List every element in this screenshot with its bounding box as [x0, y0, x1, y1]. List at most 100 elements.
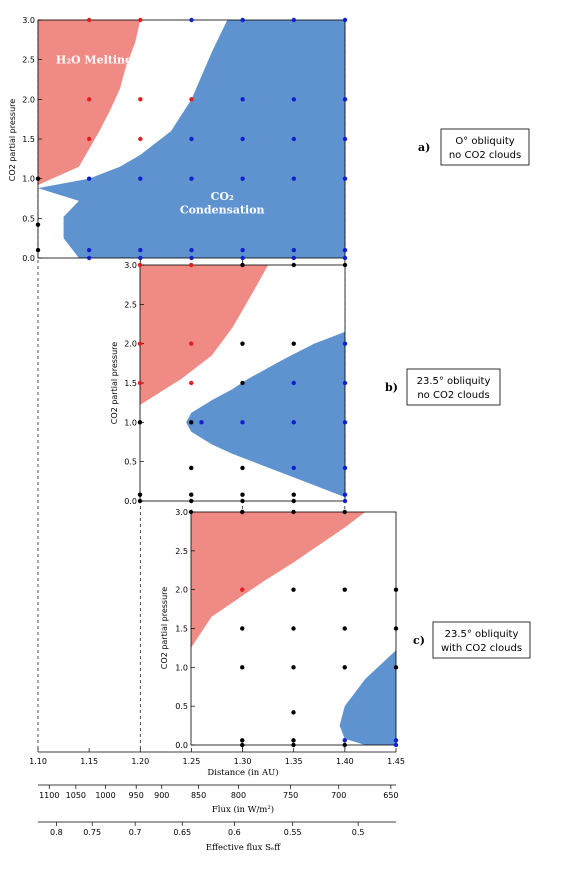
panel-b-description-box — [406, 368, 501, 406]
axis-tick-label: 1050 — [66, 791, 86, 800]
data-point — [393, 587, 399, 592]
axis-tick-label: 800 — [231, 791, 246, 800]
axis-tick-label: 1.20 — [131, 757, 149, 766]
data-point — [291, 262, 296, 268]
data-point — [240, 247, 245, 253]
data-point — [138, 97, 143, 102]
data-point — [291, 465, 296, 471]
data-point — [291, 136, 297, 142]
data-point — [291, 742, 296, 748]
data-point — [342, 509, 347, 515]
data-point — [189, 498, 194, 504]
data-point — [86, 176, 92, 181]
data-point — [240, 176, 245, 181]
data-point — [138, 176, 143, 181]
panel-c-plot: 0.0 0.5 1.0 1.5 2.0 2.5 3.0 — [175, 508, 399, 750]
panel-c-description-line2: with CO2 clouds — [441, 643, 522, 654]
distance-axis-label: Distance (in AU) — [207, 767, 278, 778]
data-point — [342, 738, 347, 743]
data-point — [342, 742, 347, 748]
data-point — [342, 420, 348, 425]
y-tick-label: 0.0 — [124, 497, 137, 506]
data-point — [342, 176, 348, 181]
data-point — [291, 176, 297, 181]
data-point — [137, 492, 143, 497]
panel-b: 0.0 0.5 1.0 1.5 2.0 2.5 3.0 CO2 partial pressu… — [110, 261, 501, 506]
data-point — [291, 97, 297, 102]
axis-tick-label: 0.8 — [50, 828, 63, 837]
y-tick-label: 0.0 — [175, 741, 188, 750]
data-point — [342, 97, 348, 102]
data-point — [240, 420, 245, 425]
y-tick-label: 1.5 — [22, 135, 35, 144]
panel-a: 0.0 0.5 1.0 1.5 2.0 2.5 3.0 H₂O Melting CO₂Conde… — [8, 16, 530, 263]
data-point — [342, 255, 348, 261]
data-point — [240, 492, 245, 497]
data-point — [35, 176, 41, 181]
data-point — [189, 255, 194, 261]
flux-axis-label: Flux (in W/m²) — [212, 804, 274, 815]
data-point — [240, 742, 245, 748]
data-point — [291, 738, 296, 743]
y-tick-label: 0.5 — [22, 214, 35, 223]
y-tick-label: 2.0 — [175, 586, 188, 595]
effective-flux-axis-label: Effective flux Sₑff — [206, 843, 281, 853]
data-point — [189, 17, 194, 23]
panel-c-ylabel: CO2 partial pressure — [160, 587, 169, 669]
axis-tick-label: 1.15 — [80, 757, 98, 766]
data-point — [240, 465, 245, 471]
data-point — [138, 136, 143, 142]
data-point — [189, 380, 194, 386]
data-point — [137, 498, 143, 504]
data-point — [189, 247, 194, 253]
h2o-melting-region — [191, 512, 366, 648]
axis-tick-label: 1.45 — [387, 757, 405, 766]
data-point — [342, 380, 348, 386]
data-point — [291, 380, 296, 386]
flux-axis: 1100 1050 1000 950 900 850 800 750 700 650 — [38, 784, 399, 800]
data-point — [137, 262, 143, 268]
axis-tick-label: 900 — [154, 791, 169, 800]
data-point — [291, 587, 296, 592]
panel-a-letter: a) — [418, 141, 430, 154]
panel-a-ylabel: CO2 partial pressure — [8, 99, 17, 181]
y-tick-label: 1.5 — [124, 379, 137, 388]
data-point — [291, 17, 297, 23]
data-point — [240, 136, 245, 142]
data-point — [86, 97, 92, 102]
axis-tick-label: 1.25 — [183, 757, 201, 766]
co2-condensation-region — [186, 331, 345, 498]
data-point — [291, 341, 296, 346]
panel-a-description-line2: no CO2 clouds — [449, 150, 521, 161]
panel-b-description-line1: 23.5° obliquity — [417, 376, 491, 387]
axis-tick-label: 1000 — [95, 791, 115, 800]
panel-b-ylabel: CO2 partial pressure — [110, 342, 119, 424]
data-point — [291, 420, 296, 425]
panel-c: 0.0 0.5 1.0 1.5 2.0 2.5 3.0 CO2 partial pressu… — [160, 508, 531, 750]
data-point — [189, 176, 194, 181]
data-point — [291, 710, 296, 715]
axis-tick-label: 950 — [129, 791, 144, 800]
panel-b-description-line2: no CO2 clouds — [417, 390, 489, 401]
data-point — [342, 262, 348, 268]
data-point — [86, 136, 92, 142]
data-point — [138, 17, 143, 23]
data-point — [240, 738, 245, 743]
data-point — [138, 247, 143, 253]
data-point — [189, 465, 194, 471]
y-tick-label: 2.5 — [175, 547, 188, 556]
data-point — [137, 341, 143, 346]
data-point — [393, 742, 399, 748]
y-tick-label: 3.0 — [175, 508, 188, 517]
panel-c-description-box — [432, 621, 531, 659]
data-point — [393, 665, 399, 670]
data-point — [291, 255, 297, 261]
axis-tick-label: 650 — [383, 791, 398, 800]
data-point — [342, 665, 347, 670]
effective-flux-axis: 0.8 0.75 0.7 0.65 0.6 0.55 0.5 — [38, 821, 396, 837]
data-point — [189, 262, 194, 268]
axis-tick-label: 700 — [331, 791, 346, 800]
data-point — [291, 247, 297, 253]
y-tick-label: 1.0 — [124, 418, 137, 427]
